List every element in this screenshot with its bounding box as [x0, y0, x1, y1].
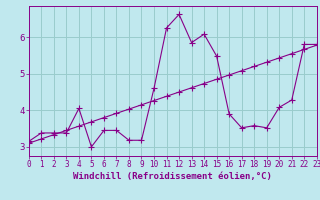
X-axis label: Windchill (Refroidissement éolien,°C): Windchill (Refroidissement éolien,°C): [73, 172, 272, 181]
